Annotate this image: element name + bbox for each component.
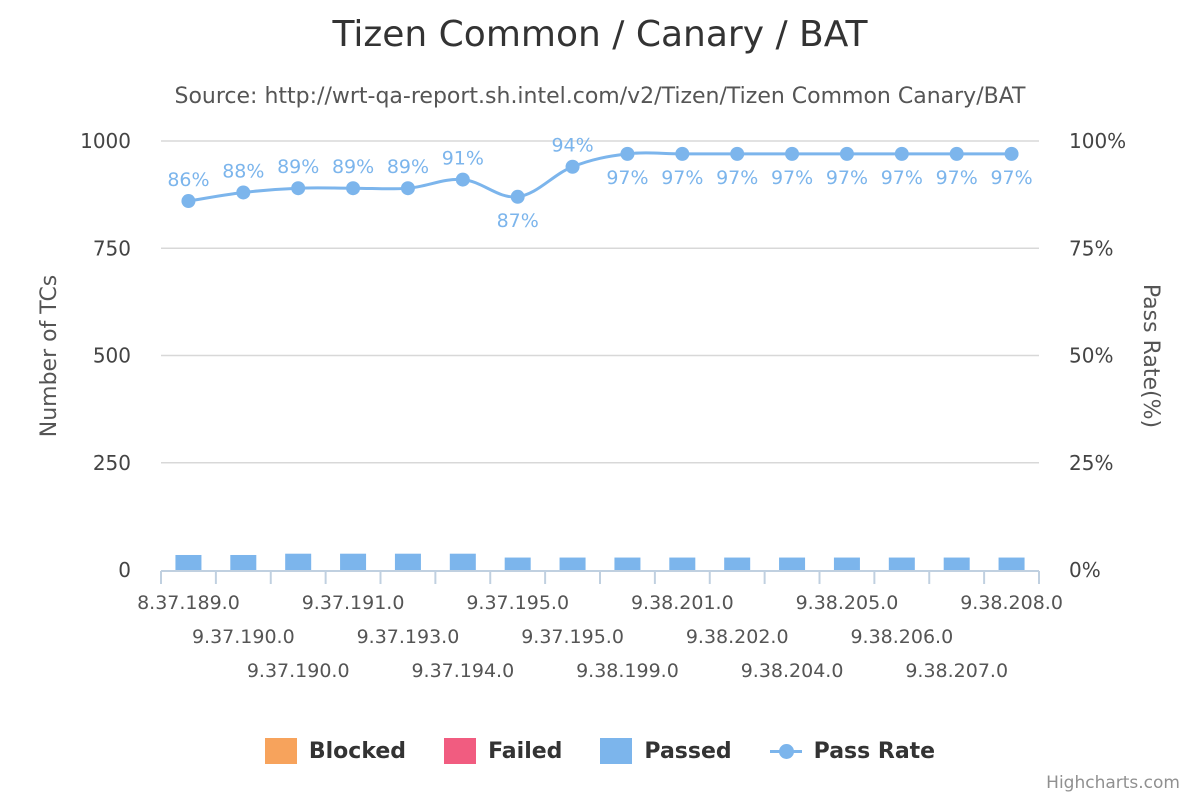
data-label: 97%: [716, 167, 758, 189]
pass-rate-point[interactable]: [839, 146, 854, 161]
pass-rate-line: 86% 88% 89% 89% 89% 91% 87% 94% 97% 97% 97% 97% 97% 9…: [167, 135, 1032, 232]
bar-passed: [614, 557, 641, 570]
pass-rate-path: [188, 151, 1012, 203]
x-category-label: 9.37.190.0: [247, 660, 350, 682]
legend-label-passed: Passed: [644, 738, 732, 764]
x-category-label: 9.38.201.0: [631, 592, 734, 614]
pass-rate-swatch: [769, 738, 802, 764]
data-label: 91%: [442, 148, 484, 170]
data-label: 88%: [222, 160, 264, 182]
pass-rate-point[interactable]: [730, 146, 745, 161]
x-category-label: 9.38.204.0: [741, 660, 844, 682]
x-category-label: 9.38.206.0: [850, 626, 953, 648]
bar-passed: [285, 553, 312, 570]
y2-tick-label: 75%: [1069, 236, 1113, 260]
bar-passed: [504, 557, 531, 570]
bar-passed: [175, 554, 202, 570]
pass-rate-point[interactable]: [291, 181, 306, 196]
data-label: 87%: [497, 210, 539, 232]
data-label: 94%: [551, 135, 593, 157]
data-label: 89%: [387, 156, 429, 178]
bar-passed: [724, 557, 751, 570]
y2-tick-label: 0%: [1069, 558, 1101, 582]
legend-label-failed: Failed: [488, 738, 563, 764]
pass-rate-point[interactable]: [181, 194, 196, 209]
x-category-label: 9.38.207.0: [905, 660, 1008, 682]
passed-swatch: [600, 738, 633, 764]
x-category-label: 9.37.191.0: [302, 592, 405, 614]
y-tick-label: 1000: [80, 129, 131, 153]
failed-swatch: [444, 738, 477, 764]
grid-lines: [161, 140, 1039, 464]
pass-rate-point[interactable]: [236, 185, 251, 200]
bar-passed: [943, 557, 970, 570]
pass-rate-point[interactable]: [400, 181, 415, 196]
pass-rate-point[interactable]: [510, 189, 525, 204]
credits-link[interactable]: Highcharts.com: [1046, 773, 1180, 793]
legend: Blocked Failed Passed Pass Rate: [0, 738, 1200, 764]
data-label: 97%: [936, 167, 978, 189]
x-category-label: 9.38.202.0: [686, 626, 789, 648]
data-label: 89%: [332, 156, 374, 178]
y2-axis-title: Pass Rate(%): [1138, 284, 1163, 428]
data-label: 89%: [277, 156, 319, 178]
x-category-label: 9.37.190.0: [192, 626, 295, 648]
bar-passed: [833, 557, 860, 570]
x-category-label: 9.38.208.0: [960, 592, 1063, 614]
legend-item-blocked[interactable]: Blocked: [264, 738, 407, 764]
data-label: 97%: [771, 167, 813, 189]
y2-tick-label: 25%: [1069, 451, 1113, 475]
x-category-label: 9.38.199.0: [576, 660, 679, 682]
data-label: 97%: [661, 167, 703, 189]
bar-passed: [340, 553, 367, 570]
bar-passed: [669, 557, 696, 570]
x-category-label: 9.38.205.0: [796, 592, 899, 614]
pass-rate-point[interactable]: [949, 146, 964, 161]
pass-rate-point[interactable]: [1004, 146, 1019, 161]
chart-subtitle: Source: http://wrt-qa-report.sh.intel.co…: [174, 84, 1026, 109]
y-tick-label: 750: [93, 236, 131, 260]
data-label: 97%: [606, 167, 648, 189]
y-tick-label: 250: [93, 451, 131, 475]
y-tick-label: 500: [93, 344, 131, 368]
pass-rate-point[interactable]: [675, 146, 690, 161]
data-label: 97%: [881, 167, 923, 189]
bar-series: [175, 553, 1025, 570]
bar-passed: [559, 557, 586, 570]
bar-passed: [888, 557, 915, 570]
pass-rate-point[interactable]: [894, 146, 909, 161]
bar-passed: [230, 554, 257, 570]
pass-rate-point[interactable]: [346, 181, 361, 196]
legend-label-blocked: Blocked: [308, 738, 407, 764]
bar-passed: [449, 553, 476, 570]
bar-passed: [998, 557, 1025, 570]
legend-item-passed[interactable]: Passed: [600, 738, 732, 764]
y2-tick-label: 100%: [1069, 129, 1126, 153]
legend-label-pass-rate: Pass Rate: [813, 738, 936, 764]
legend-item-pass-rate[interactable]: Pass Rate: [769, 738, 936, 764]
blocked-swatch: [264, 738, 297, 764]
x-category-label: 9.37.195.0: [521, 626, 624, 648]
pass-rate-point[interactable]: [565, 159, 580, 174]
axes: 0 0% 250 25% 500 50% 750 75% 1000 100% 8.37.189.0 9…: [80, 129, 1126, 682]
x-category-label: 9.37.195.0: [466, 592, 569, 614]
x-category-label: 9.37.193.0: [357, 626, 460, 648]
pass-rate-point[interactable]: [785, 146, 800, 161]
data-label: 86%: [167, 169, 209, 191]
x-category-label: 8.37.189.0: [137, 592, 240, 614]
data-label: 97%: [826, 167, 868, 189]
bar-passed: [779, 557, 806, 570]
pass-rate-point[interactable]: [455, 172, 470, 187]
bar-passed: [394, 553, 421, 570]
data-label: 97%: [990, 167, 1032, 189]
y-axis-title: Number of TCs: [37, 275, 62, 438]
y-tick-label: 0: [118, 558, 131, 582]
x-category-label: 9.37.194.0: [411, 660, 514, 682]
y2-tick-label: 50%: [1069, 344, 1113, 368]
chart-title: Tizen Common / Canary / BAT: [332, 14, 868, 55]
legend-item-failed[interactable]: Failed: [444, 738, 562, 764]
pass-rate-point[interactable]: [620, 146, 635, 161]
